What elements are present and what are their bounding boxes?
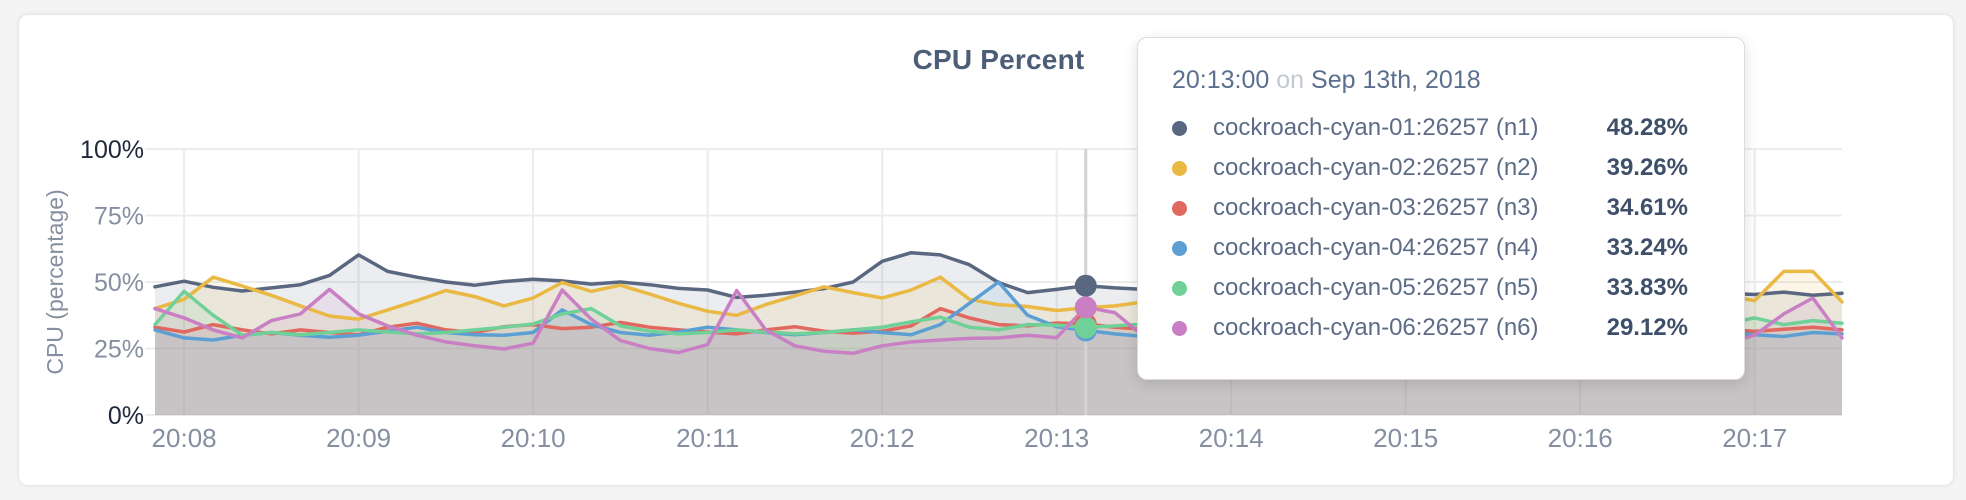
y-axis-ticks: 100% 75% 50% 25% 0% [80, 136, 144, 430]
tooltip-row: cockroach-cyan-01:26257 (n1) 48.28% [1172, 108, 1744, 148]
series-dot-n3 [1172, 200, 1187, 216]
tooltip-date: Sep 13th, 2018 [1311, 66, 1481, 94]
series-value: 29.12% [1606, 314, 1688, 341]
x-tick-label: 20:08 [152, 423, 217, 453]
tooltip-row: cockroach-cyan-06:26257 (n6) 29.12% [1172, 308, 1744, 348]
y-tick-label: 100% [80, 136, 144, 164]
tooltip-row: cockroach-cyan-05:26257 (n5) 33.83% [1172, 268, 1744, 308]
hover-dot-n5 [1074, 316, 1097, 339]
series-label: cockroach-cyan-05:26257 (n5) [1213, 274, 1539, 301]
tooltip-row: cockroach-cyan-04:26257 (n4) 33.24% [1172, 228, 1744, 268]
y-axis-title: CPU (percentage) [42, 189, 68, 374]
hover-dots [1074, 274, 1097, 342]
y-tick-label: 25% [94, 336, 144, 364]
series-value: 34.61% [1606, 194, 1688, 221]
x-tick-label: 20:13 [1024, 423, 1089, 453]
chart-title: CPU Percent [912, 44, 1085, 75]
series-dot-n4 [1172, 240, 1187, 256]
tooltip-conjunction: on [1276, 66, 1305, 94]
x-tick-label: 20:12 [850, 423, 915, 453]
x-tick-label: 20:15 [1373, 423, 1438, 453]
x-tick-label: 20:17 [1722, 423, 1787, 453]
hover-dot-n6 [1074, 296, 1097, 319]
series-label: cockroach-cyan-02:26257 (n2) [1213, 154, 1539, 181]
series-area-n5 [155, 291, 1842, 415]
tooltip-rows: cockroach-cyan-01:26257 (n1) 48.28% cock… [1172, 108, 1744, 348]
x-tick-label: 20:14 [1199, 423, 1264, 453]
chart-tooltip: 20:13:00 on Sep 13th, 2018 cockroach-cya… [1137, 37, 1745, 380]
series-area-n6 [155, 289, 1842, 415]
tooltip-row: cockroach-cyan-02:26257 (n2) 39.26% [1172, 148, 1744, 188]
x-axis-ticks: 20:08 20:09 20:10 20:11 20:12 20:13 20:14 20:15… [152, 423, 1788, 453]
hover-dot-n1 [1074, 274, 1097, 297]
y-tick-label: 75% [94, 203, 144, 231]
y-tick-label: 50% [94, 269, 144, 297]
series-label: cockroach-cyan-06:26257 (n6) [1213, 314, 1539, 341]
tooltip-title: 20:13:00 on Sep 13th, 2018 [1172, 64, 1744, 96]
tooltip-time: 20:13:00 [1172, 66, 1270, 94]
x-tick-label: 20:10 [501, 423, 566, 453]
series-value: 33.24% [1606, 234, 1688, 261]
series-value: 39.26% [1606, 154, 1688, 181]
series-area-n4 [155, 282, 1842, 415]
series-dot-n5 [1172, 280, 1187, 296]
series-label: cockroach-cyan-01:26257 (n1) [1213, 114, 1539, 141]
x-tick-label: 20:11 [676, 423, 739, 453]
tooltip-row: cockroach-cyan-03:26257 (n3) 34.61% [1172, 188, 1744, 228]
x-tick-label: 20:09 [326, 423, 391, 453]
series-label: cockroach-cyan-03:26257 (n3) [1213, 194, 1539, 221]
y-tick-label: 0% [108, 402, 144, 430]
x-tick-label: 20:16 [1548, 423, 1613, 453]
series-label: cockroach-cyan-04:26257 (n4) [1213, 234, 1539, 261]
series-dot-n6 [1172, 320, 1187, 336]
series-value: 33.83% [1606, 274, 1688, 301]
series-dot-n2 [1172, 160, 1187, 176]
series-value: 48.28% [1606, 114, 1688, 141]
series-dot-n1 [1172, 120, 1187, 136]
